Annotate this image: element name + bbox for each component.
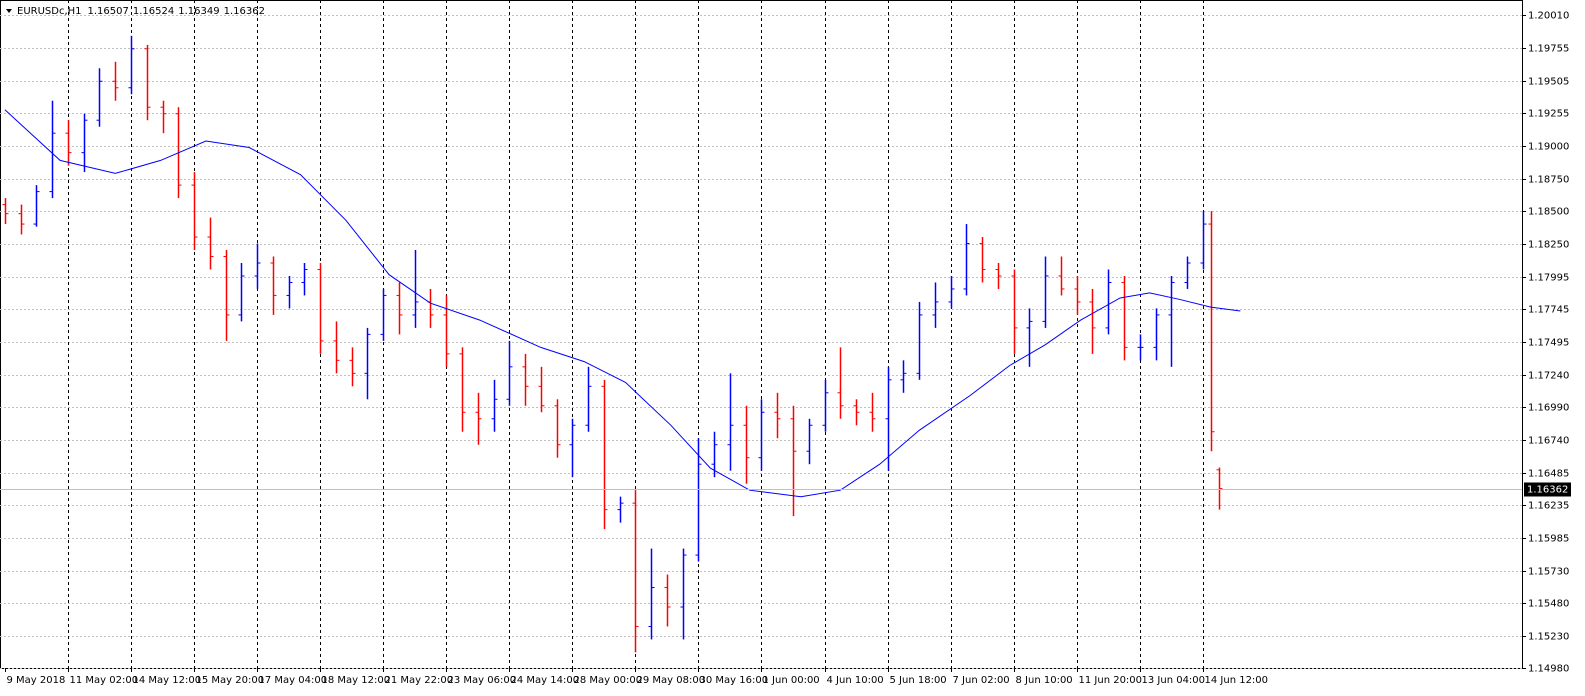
y-tick-label: 1.16485 <box>1528 469 1569 480</box>
y-tick-label: 1.18250 <box>1528 240 1569 251</box>
y-tick-label: 1.16990 <box>1528 403 1569 414</box>
header-icon <box>6 9 12 13</box>
price-label: 1.16362 <box>1527 485 1568 496</box>
x-tick-label: 23 May 06:00 <box>448 675 517 686</box>
x-tick-label: 15 May 20:00 <box>196 675 265 686</box>
symbol: EURUSDc,H1 <box>17 6 82 17</box>
x-tick-label: 24 May 14:00 <box>511 675 580 686</box>
header-low: 1.16349 <box>178 6 219 17</box>
x-tick-label: 7 Jun 02:00 <box>953 675 1010 686</box>
y-tick-label: 1.19755 <box>1528 44 1569 55</box>
x-tick-label: 18 May 12:00 <box>322 675 391 686</box>
y-tick-label: 1.17240 <box>1528 371 1569 382</box>
y-tick-label: 1.17995 <box>1528 273 1569 284</box>
y-tick-label: 1.17745 <box>1528 305 1569 316</box>
y-tick-label: 1.19505 <box>1528 77 1569 88</box>
price-label-box <box>1524 482 1571 497</box>
x-tick-label: 1 Jun 00:00 <box>763 675 820 686</box>
x-tick-label: 8 Jun 10:00 <box>1016 675 1073 686</box>
y-tick-label: 1.19255 <box>1528 109 1569 120</box>
x-tick-label: 14 Jun 12:00 <box>1205 675 1269 686</box>
header-high: 1.16524 <box>133 6 174 17</box>
x-tick-label: 14 May 12:00 <box>133 675 202 686</box>
x-tick-label: 4 Jun 10:00 <box>827 675 884 686</box>
y-tick-label: 1.16740 <box>1528 436 1569 447</box>
y-tick-label: 1.20010 <box>1528 11 1569 22</box>
y-tick-label: 1.17495 <box>1528 338 1569 349</box>
moving-average <box>4 109 1241 498</box>
y-tick-label: 1.18500 <box>1528 207 1569 218</box>
header: EURUSDc,H1 1.16507 1.16524 1.16349 1.16362 <box>17 6 265 17</box>
marks-layer <box>0 35 1522 653</box>
header-open: 1.16507 <box>88 6 129 17</box>
x-tick-label: 29 May 08:00 <box>637 675 706 686</box>
y-tick-label: 1.15230 <box>1528 632 1569 643</box>
x-tick-label: 11 Jun 20:00 <box>1079 675 1143 686</box>
x-tick-label: 5 Jun 18:00 <box>890 675 947 686</box>
y-tick-label: 1.15480 <box>1528 599 1569 610</box>
y-tick-label: 1.15985 <box>1528 534 1569 545</box>
x-tick-label: 9 May 2018 <box>7 675 66 686</box>
y-tick-label: 1.18750 <box>1528 175 1569 186</box>
y-tick-label: 1.19000 <box>1528 142 1569 153</box>
x-tick-label: 11 May 02:00 <box>70 675 139 686</box>
y-tick-label: 1.16235 <box>1528 501 1569 512</box>
plot-frame <box>0 0 1523 669</box>
x-tick-label: 21 May 22:00 <box>385 675 454 686</box>
header-close: 1.16362 <box>224 6 265 17</box>
x-tick-label: 28 May 00:00 <box>574 675 643 686</box>
y-tick-label: 1.14980 <box>1528 664 1569 675</box>
x-tick-label: 17 May 04:00 <box>259 675 328 686</box>
y-tick-label: 1.15730 <box>1528 567 1569 578</box>
x-tick-label: 13 Jun 04:00 <box>1142 675 1206 686</box>
x-tick-label: 30 May 16:00 <box>700 675 769 686</box>
